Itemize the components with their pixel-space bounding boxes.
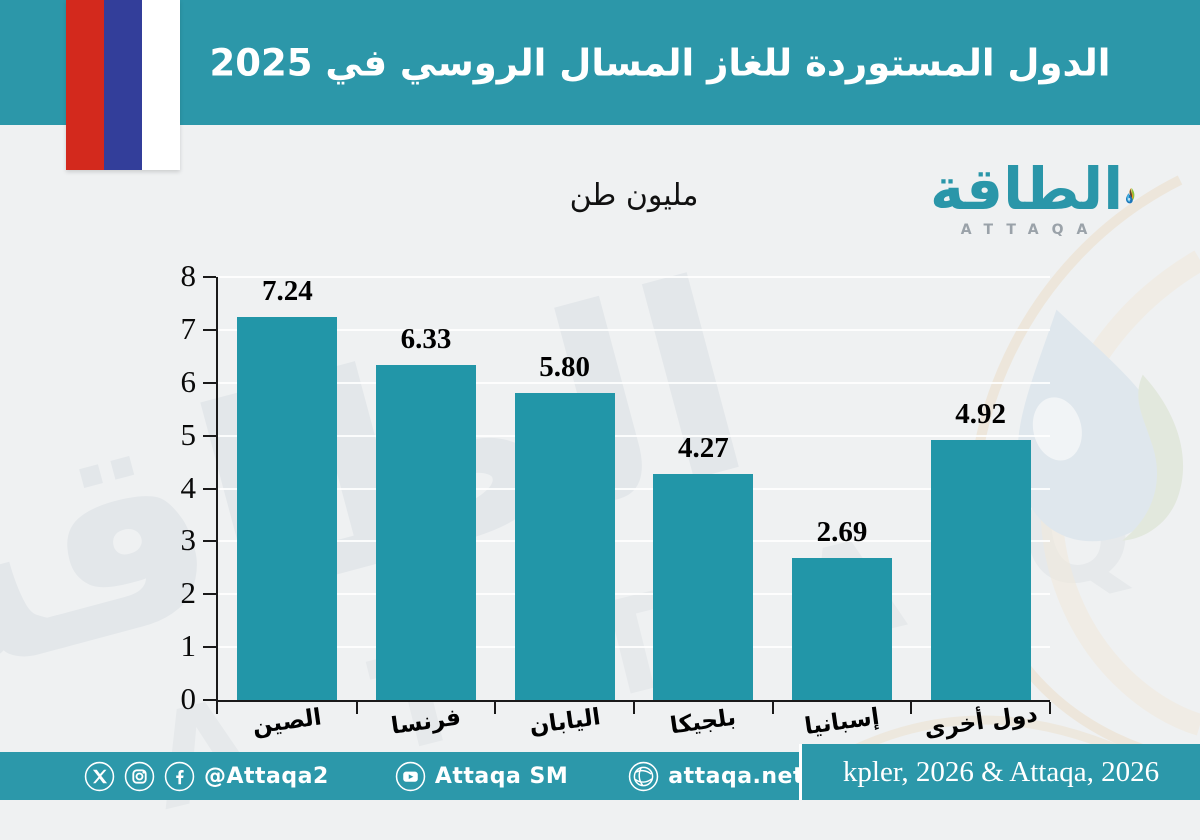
y-tick (203, 381, 216, 384)
bar-value-label: 5.80 (539, 351, 591, 384)
bar (376, 365, 476, 700)
y-tick (203, 487, 216, 490)
bar-value-label: 4.92 (955, 397, 1007, 430)
header-band: الدول المستوردة للغاز المسال الروسي في 2… (0, 0, 1200, 125)
youtube-group: Attaqa SM (395, 761, 568, 792)
y-tick (203, 593, 216, 596)
bar-value-label: 2.69 (816, 515, 868, 548)
x-tick (494, 702, 497, 714)
globe-icon (628, 761, 659, 791)
plot-area: 0 1 2 3 4 5 6 7 8 7.24 الصين 6.33 فرنسا 5.80 اليابان 4.… (181, 258, 1051, 743)
gridline (218, 276, 1050, 278)
bar (514, 393, 615, 700)
russia-flag (66, 0, 180, 170)
bar-value-label: 7.24 (261, 275, 313, 308)
x-tick (771, 702, 774, 714)
social-handle-text: @Attaqa2 (204, 763, 329, 789)
gridline (218, 381, 1050, 384)
chart-unit-label: مليون طن (569, 178, 699, 213)
flag-stripe-red (66, 0, 104, 170)
y-tick-label: 5 (180, 416, 197, 452)
gridline (218, 593, 1050, 596)
y-tick (203, 646, 216, 649)
page-title: الدول المستوردة للغاز المسال الروسي في 2… (209, 41, 1111, 84)
bar (237, 317, 338, 700)
y-tick (203, 276, 216, 278)
y-tick (203, 328, 216, 331)
y-tick-label: 1 (180, 628, 197, 664)
source-box: kpler, 2026 & Attaqa, 2026 (799, 744, 1200, 800)
source-text: kpler, 2026 & Attaqa, 2026 (842, 755, 1160, 788)
x-tick (355, 702, 358, 714)
website-text: attaqa.net (668, 763, 804, 789)
y-tick-label: 2 (180, 575, 197, 611)
gridline (218, 540, 1050, 543)
youtube-icon (395, 761, 426, 791)
x-axis-line (216, 700, 1050, 702)
gridline (218, 487, 1050, 490)
y-tick-label: 6 (180, 363, 197, 399)
y-tick (203, 434, 216, 437)
flag-stripe-white (142, 0, 180, 170)
bar-value-label: 6.33 (400, 323, 452, 356)
facebook-icon (164, 761, 195, 791)
youtube-handle-text: Attaqa SM (434, 763, 569, 789)
bar (653, 474, 754, 700)
x-tick (910, 702, 913, 714)
x-twitter-icon (84, 761, 115, 791)
y-tick-label: 3 (180, 522, 197, 558)
y-tick-label: 4 (180, 469, 197, 505)
bar (930, 439, 1031, 700)
x-tick (1049, 702, 1051, 714)
gridline (218, 646, 1050, 649)
instagram-icon (124, 761, 155, 791)
x-tick (633, 702, 635, 714)
flag-stripe-blue (104, 0, 142, 170)
gridline (218, 434, 1050, 437)
flame-drop-icon (1126, 187, 1135, 204)
y-tick-label: 0 (180, 681, 197, 716)
bar-value-label: 4.27 (677, 432, 729, 465)
y-tick (203, 540, 216, 543)
website-group: attaqa.net (628, 761, 804, 792)
y-tick-label: 7 (180, 310, 197, 346)
gridline (218, 328, 1050, 331)
bar (792, 557, 892, 700)
y-axis-line (216, 277, 218, 714)
social-handles-group: @Attaqa2 (84, 761, 329, 792)
logo-latin-wordmark: ATTAQA (960, 222, 1101, 238)
y-tick (203, 699, 216, 701)
y-tick-label: 8 (180, 258, 197, 293)
